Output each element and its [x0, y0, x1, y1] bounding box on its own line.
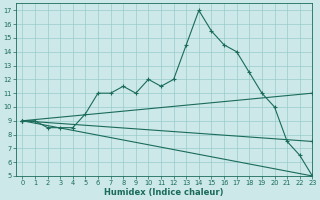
- X-axis label: Humidex (Indice chaleur): Humidex (Indice chaleur): [104, 188, 224, 197]
